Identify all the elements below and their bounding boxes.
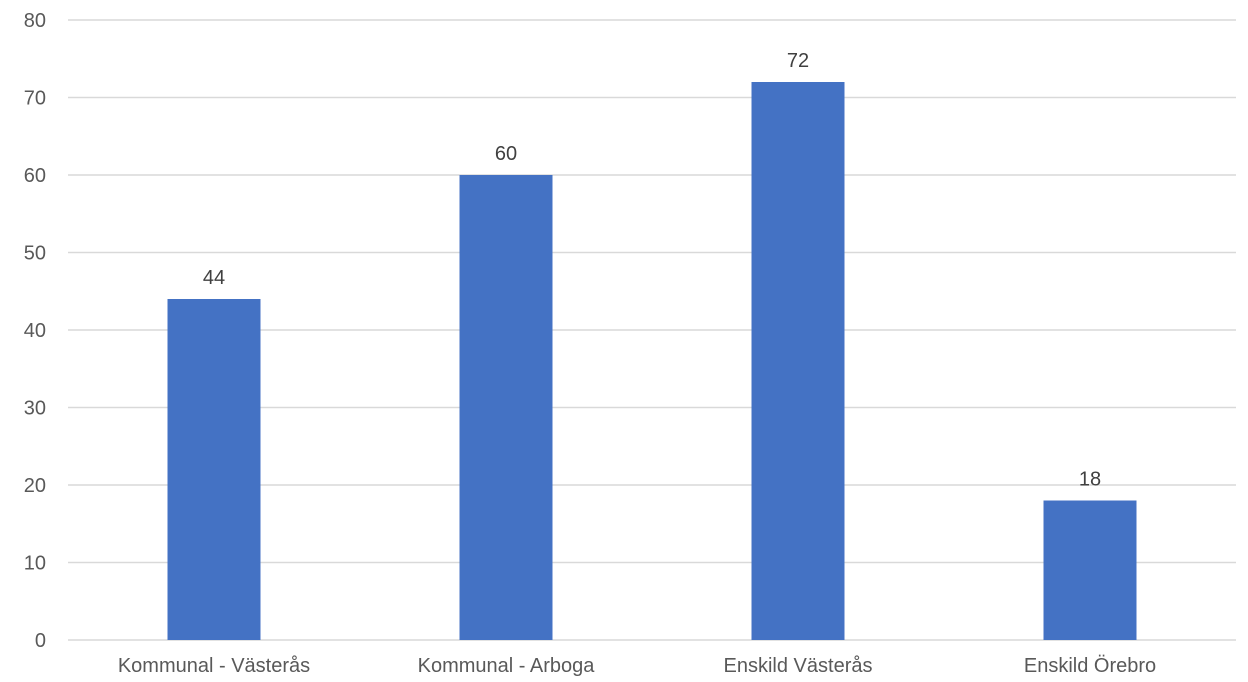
bar xyxy=(1043,500,1137,640)
bars xyxy=(167,82,1137,640)
data-label: 60 xyxy=(495,143,517,165)
data-label: 44 xyxy=(203,267,225,289)
y-tick-label: 50 xyxy=(24,243,46,265)
category-label: Enskild Västerås xyxy=(724,655,873,677)
x-axis-category-labels: Kommunal - Västerås Kommunal - Arboga Ensk… xyxy=(118,655,1156,677)
bar xyxy=(167,299,261,640)
data-label: 18 xyxy=(1079,469,1101,491)
bar xyxy=(751,82,845,640)
y-tick-label: 10 xyxy=(24,553,46,575)
gridlines xyxy=(68,19,1236,641)
category-label: Kommunal - Västerås xyxy=(118,655,310,677)
y-tick-label: 70 xyxy=(24,88,46,110)
y-tick-label: 60 xyxy=(24,165,46,187)
bar xyxy=(459,175,553,640)
y-tick-label: 20 xyxy=(24,475,46,497)
data-labels: 44 60 72 18 xyxy=(203,50,1101,491)
y-tick-label: 0 xyxy=(35,630,46,652)
y-tick-label: 80 xyxy=(24,10,46,32)
category-label: Kommunal - Arboga xyxy=(418,655,596,677)
y-tick-label: 40 xyxy=(24,320,46,342)
y-tick-label: 30 xyxy=(24,398,46,420)
y-axis-tick-labels: 0 10 20 30 40 50 60 70 80 xyxy=(24,10,46,652)
data-label: 72 xyxy=(787,50,809,72)
category-label: Enskild Örebro xyxy=(1024,655,1156,677)
